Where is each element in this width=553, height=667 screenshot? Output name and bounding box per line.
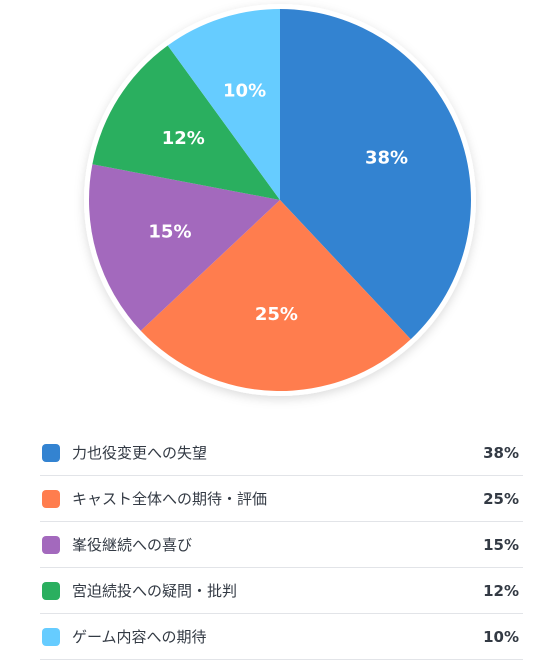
- legend-label: 力也役変更への失望: [72, 444, 208, 462]
- pie-slice-1: [280, 9, 471, 340]
- legend-item: キャスト全体への期待・評価 25%: [40, 476, 523, 522]
- legend-label: 宮迫続投への疑問・批判: [72, 582, 238, 600]
- slice-percent-label: 38%: [365, 147, 408, 168]
- pie-slice-3: [88, 164, 281, 331]
- pie-slice-5: [167, 9, 280, 200]
- legend-item: 力也役変更への失望 38%: [40, 430, 523, 476]
- legend-value: 12%: [483, 581, 519, 600]
- pie-slice-2: [140, 200, 411, 391]
- slice-percent-label: 10%: [223, 81, 266, 102]
- legend-swatch: [42, 581, 60, 600]
- legend-swatch: [42, 627, 60, 646]
- pie-slice-4: [92, 45, 280, 200]
- slice-percent-label: 25%: [255, 304, 298, 325]
- pie-chart-svg: 38% 25% 15% 12% 10%: [84, 4, 476, 396]
- legend-label: 峯役継続への喜び: [72, 536, 193, 554]
- legend-swatch: [42, 535, 60, 554]
- legend-item: ゲーム内容への期待 10%: [40, 614, 523, 660]
- slice-percent-label: 12%: [162, 128, 205, 149]
- legend-value: 15%: [483, 535, 519, 554]
- legend-swatch: [42, 443, 60, 462]
- legend-item: 峯役継続への喜び 15%: [40, 522, 523, 568]
- pie-chart: 38% 25% 15% 12% 10%: [84, 4, 476, 396]
- legend-swatch: [42, 489, 60, 508]
- legend-label: ゲーム内容への期待: [72, 628, 207, 646]
- legend-label: キャスト全体への期待・評価: [72, 490, 268, 508]
- legend-item: 宮迫続投への疑問・批判 12%: [40, 568, 523, 614]
- legend-value: 10%: [483, 627, 519, 646]
- slice-percent-label: 15%: [148, 221, 191, 242]
- legend-value: 25%: [483, 489, 519, 508]
- legend-value: 38%: [483, 443, 519, 462]
- chart-legend: 力也役変更への失望 38% キャスト全体への期待・評価 25% 峯役継続への喜び 15% 宮…: [40, 430, 523, 660]
